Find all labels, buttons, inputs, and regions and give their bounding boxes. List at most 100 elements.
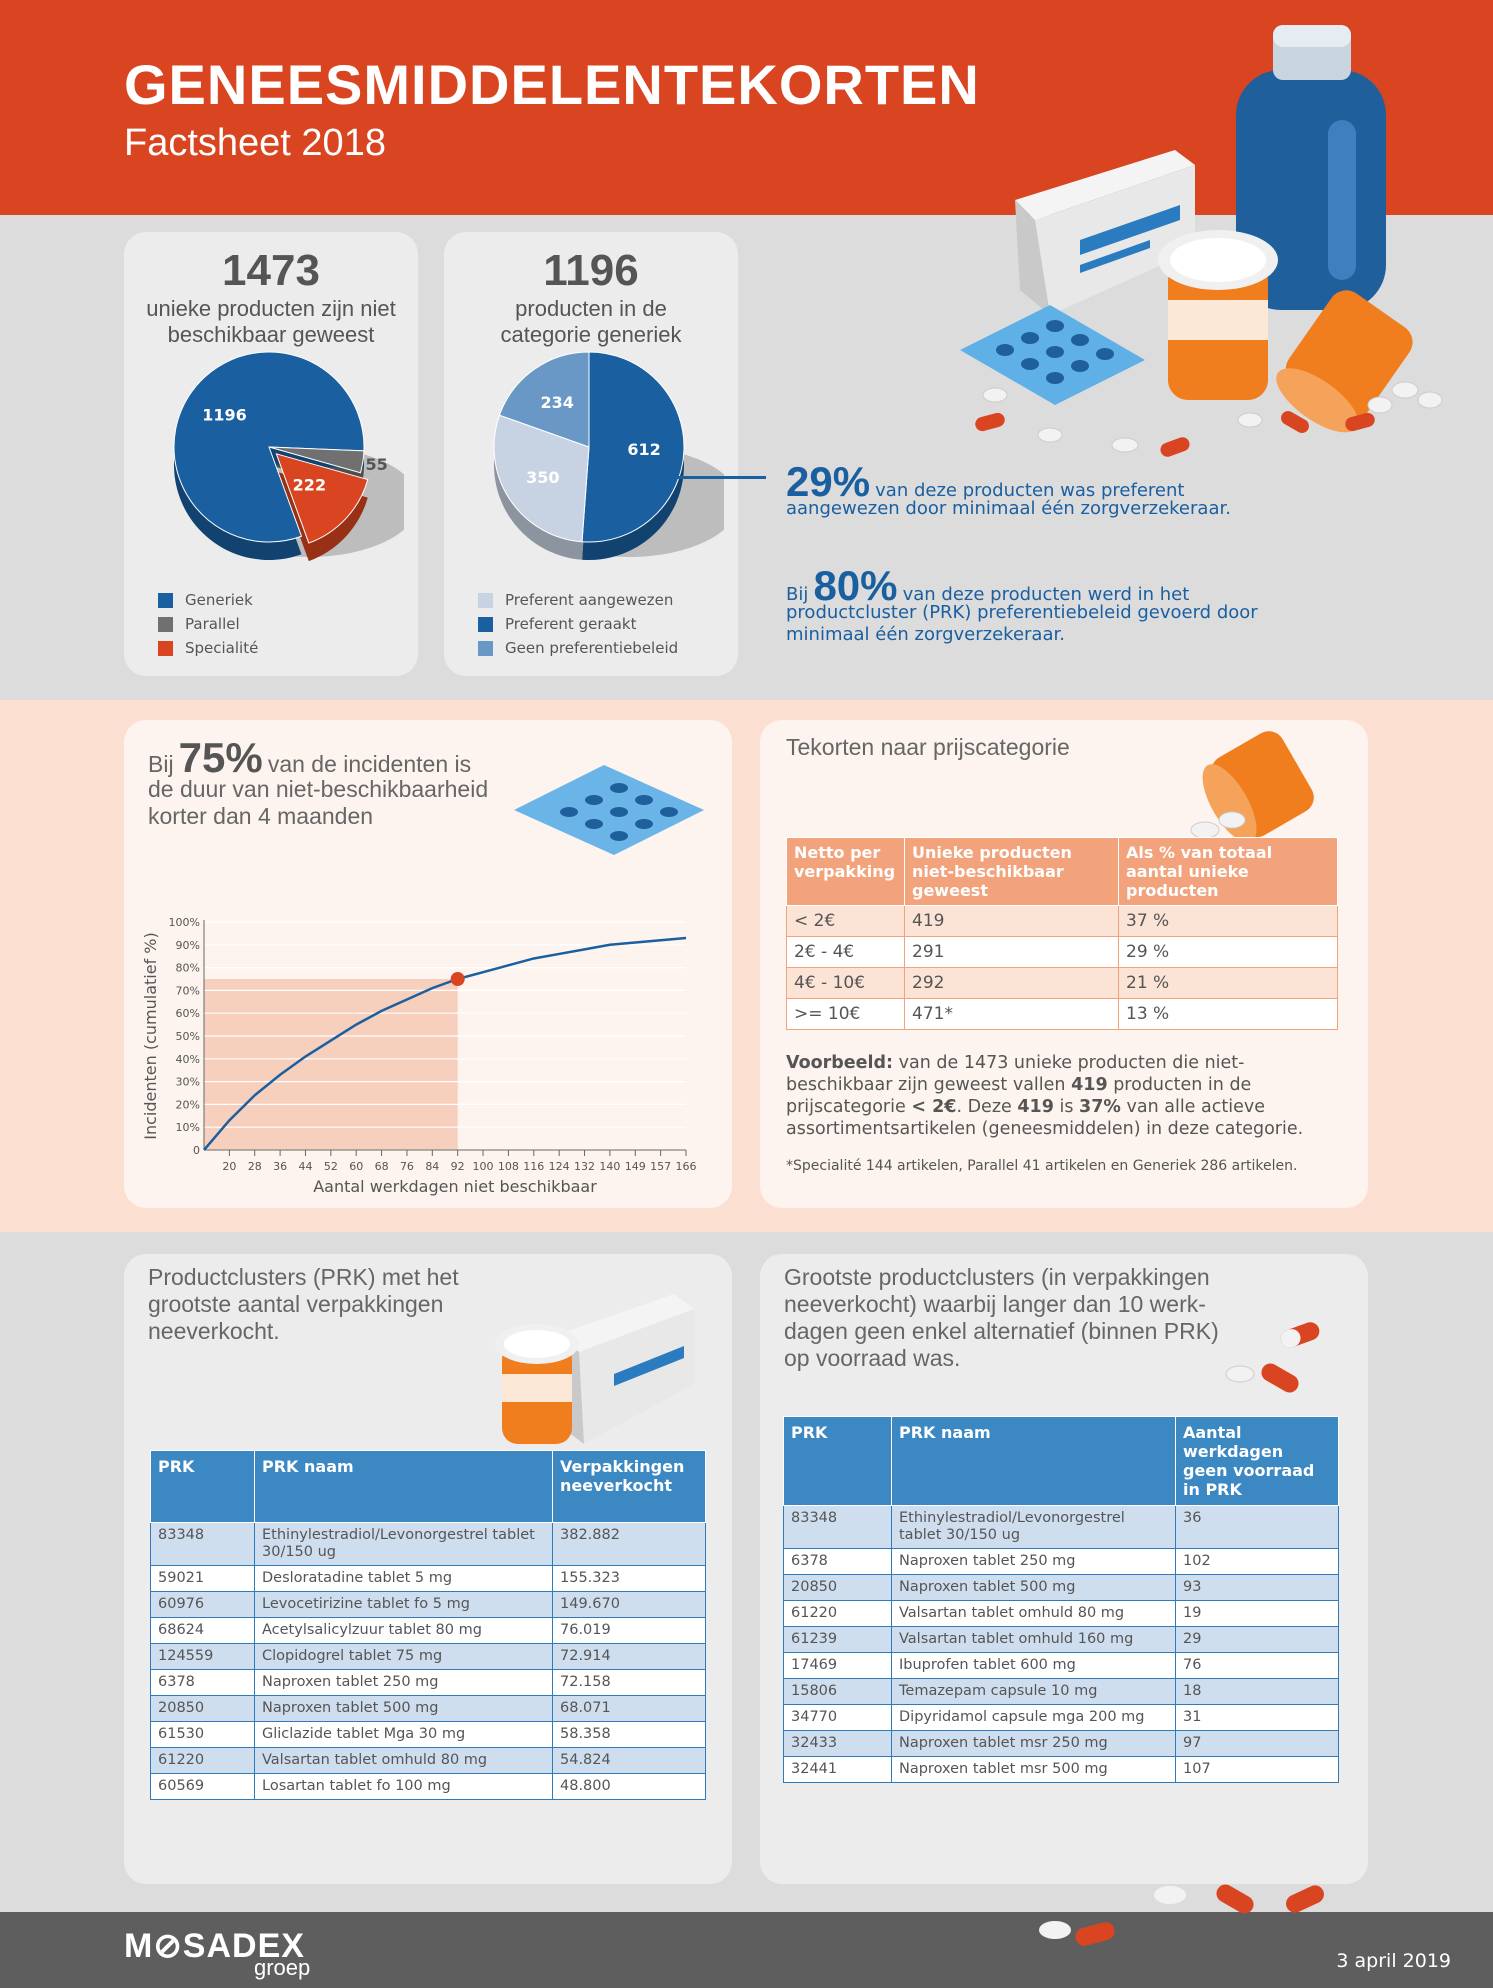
pie-slice-parallel [268, 446, 365, 474]
legend-item-geen-preferentiebeleid: Geen preferentiebeleid [478, 636, 678, 660]
pie-data-label: 1196 [202, 405, 247, 424]
y-axis-label: Incidenten (cumulatief %) [141, 932, 160, 1139]
table-cell: Temazepam capsule 10 mg [891, 1678, 1176, 1705]
table-cell: 61220 [150, 1747, 255, 1774]
incident-percentage: 75% [178, 734, 263, 781]
fact1-line2: aangewezen door minimaal één zorgverzeke… [786, 498, 1231, 519]
prk-no-stock-table: PRK PRK naam Aantal werkdagen geen voorr… [783, 1416, 1339, 1783]
x-tick-label: 149 [625, 1160, 646, 1173]
line-chart-cumulative-incidents: 0 10% 20% 30% 40% 50% 60% 70% 80% 90% 100% 20 28 36 44… [141, 916, 697, 1196]
table-cell: 36 [1175, 1505, 1339, 1549]
legend-item-specialite: Specialité [158, 636, 258, 660]
y-tick-label: 20% [176, 1098, 200, 1111]
table-cell: Acetylsalicylzuur tablet 80 mg [254, 1617, 553, 1644]
table-cell: 61220 [783, 1600, 892, 1627]
table-cell: 72.158 [552, 1669, 706, 1696]
table-row: 59021 Desloratadine tablet 5 mg 155.323 [150, 1565, 706, 1592]
x-tick-label: 124 [549, 1160, 570, 1173]
legend-item-preferent-aangewezen: Preferent aangewezen [478, 588, 678, 612]
legend-preference: Preferent aangewezen Preferent geraakt G… [478, 588, 678, 660]
prk-right-col-header: PRK [783, 1416, 892, 1506]
footer-capsules-icon [1039, 1884, 1324, 1946]
price-table: Netto per verpakking Unieke producten ni… [786, 837, 1338, 1030]
y-tick-label: 80% [176, 962, 200, 975]
table-cell: 76.019 [552, 1617, 706, 1644]
y-tick-label: 100% [169, 916, 200, 929]
generic-desc-line2: categorie generiek [500, 322, 682, 347]
page-title: GENEESMIDDELENTEKORTEN [124, 53, 980, 116]
capsules-icon [1225, 1322, 1320, 1393]
x-tick-label: 157 [650, 1160, 671, 1173]
unavailable-desc-line1: unieke producten zijn niet [146, 296, 396, 321]
unavailable-count: 1473 [222, 246, 320, 295]
table-cell: 17469 [783, 1652, 892, 1679]
table-cell: Naproxen tablet 500 mg [891, 1574, 1176, 1601]
price-footnote: *Specialité 144 artikelen, Parallel 41 a… [786, 1158, 1298, 1174]
table-cell: 97 [1175, 1730, 1339, 1757]
y-tick-label: 0 [193, 1144, 200, 1157]
table-row: 32433 Naproxen tablet msr 250 mg 97 [783, 1730, 1339, 1757]
table-row: 60976 Levocetirizine tablet fo 5 mg 149.67… [150, 1591, 706, 1618]
fact-preferentiebeleid: Bij 80% van deze producten werd in het p… [786, 562, 1326, 646]
incident-line3: korter dan 4 maanden [148, 803, 374, 829]
table-cell: 93 [1175, 1574, 1339, 1601]
pie-chart-preference: 612 350 234 [493, 351, 724, 560]
table-cell: 32441 [783, 1756, 892, 1783]
table-cell: 61239 [783, 1626, 892, 1653]
fact2-line3: minimaal één zorgverzekeraar. [786, 624, 1065, 645]
y-tick-label: 30% [176, 1076, 200, 1089]
table-cell: Ethinylestradiol/Levonorgestrel tablet 3… [891, 1505, 1176, 1549]
table-row: >= 10€ 471* 13 % [786, 998, 1338, 1030]
x-tick-label: 84 [425, 1160, 439, 1173]
x-tick-label: 68 [375, 1160, 389, 1173]
x-tick-label: 52 [324, 1160, 338, 1173]
pie-slice-preferent-aangewezen [493, 414, 590, 543]
table-row: 61239 Valsartan tablet omhuld 160 mg 29 [783, 1626, 1339, 1653]
x-tick-label: 166 [676, 1160, 697, 1173]
y-tick-label: 90% [176, 939, 200, 952]
table-cell: Desloratadine tablet 5 mg [254, 1565, 553, 1592]
table-cell: Valsartan tablet omhuld 80 mg [891, 1600, 1176, 1627]
x-tick-label: 100 [473, 1160, 494, 1173]
x-tick-label: 92 [451, 1160, 465, 1173]
table-cell: 59021 [150, 1565, 255, 1592]
table-cell: Naproxen tablet 500 mg [254, 1695, 553, 1722]
table-row: 60569 Losartan tablet fo 100 mg 48.800 [150, 1773, 706, 1800]
x-axis-label: Aantal werkdagen niet beschikbaar [313, 1177, 597, 1196]
table-cell: 124559 [150, 1643, 255, 1670]
legend-item-generiek: Generiek [158, 588, 258, 612]
table-cell: 18 [1175, 1678, 1339, 1705]
footer-date: 3 april 2019 [1336, 1950, 1451, 1972]
x-tick-label: 116 [523, 1160, 544, 1173]
table-row: 2€ - 4€ 291 29 % [786, 936, 1338, 968]
table-cell: 29 [1175, 1626, 1339, 1653]
table-cell: 83348 [150, 1522, 255, 1566]
unavailable-desc-line2: beschikbaar geweest [167, 322, 375, 347]
table-cell: 382.882 [552, 1522, 706, 1566]
connector-line [678, 476, 766, 479]
table-cell: Ethinylestradiol/Levonorgestrel tablet 3… [254, 1522, 553, 1566]
table-cell: 19 [1175, 1600, 1339, 1627]
table-cell: 60976 [150, 1591, 255, 1618]
table-row: 6378 Naproxen tablet 250 mg 102 [783, 1548, 1339, 1575]
table-row: 34770 Dipyridamol capsule mga 200 mg 31 [783, 1704, 1339, 1731]
table-cell: Naproxen tablet 250 mg [891, 1548, 1176, 1575]
table-row: 32441 Naproxen tablet msr 500 mg 107 [783, 1756, 1339, 1783]
table-cell: 58.358 [552, 1721, 706, 1748]
table-row: 20850 Naproxen tablet 500 mg 68.071 [150, 1695, 706, 1722]
table-cell: Clopidogrel tablet 75 mg [254, 1643, 553, 1670]
footer [0, 1912, 1493, 1988]
cumulative-line [203, 936, 687, 1151]
prk-left-col-header: Verpakkingen neeverkocht [552, 1450, 706, 1523]
table-cell: 68624 [150, 1617, 255, 1644]
table-row: 124559 Clopidogrel tablet 75 mg 72.914 [150, 1643, 706, 1670]
price-col-header: Unieke producten niet-beschikbaar gewees… [904, 837, 1119, 906]
table-cell: 32433 [783, 1730, 892, 1757]
table-cell: Valsartan tablet omhuld 160 mg [891, 1626, 1176, 1653]
prk-most-sold-table: PRK PRK naam Verpakkingen neeverkocht 83… [150, 1450, 706, 1800]
table-row: 61220 Valsartan tablet omhuld 80 mg 54.824 [150, 1747, 706, 1774]
incident-line1: van de incidenten is [267, 751, 472, 777]
pie-slice-geen-preferentiebeleid [498, 351, 590, 448]
medicine-illustration [960, 25, 1443, 457]
table-cell: 72.914 [552, 1643, 706, 1670]
